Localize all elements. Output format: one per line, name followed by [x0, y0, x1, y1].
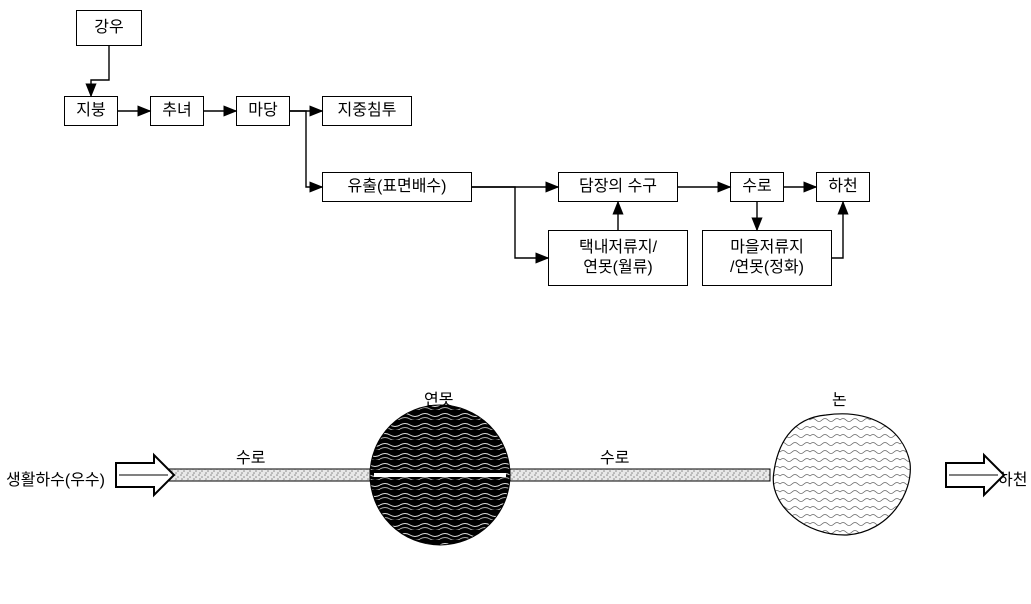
edge-runoff-inpond — [472, 187, 548, 258]
label-channel-1: 수로 — [236, 444, 265, 468]
label-pond: 연못 — [424, 386, 453, 410]
diagram-canvas: 강우 지붕 추녀 마당 지중침투 유출(표면배수) 담장의 수구 택내저류지/ … — [0, 0, 1031, 604]
svg-overlay — [0, 0, 1031, 604]
channel-segment-2 — [510, 469, 770, 481]
inflow-arrow-icon — [116, 455, 174, 495]
node-infil: 지중침투 — [322, 96, 412, 126]
label-paddy: 논 — [832, 386, 847, 410]
pond-centerline — [374, 473, 506, 477]
outflow-arrow-icon — [946, 455, 1004, 495]
edge-vpond-river — [832, 202, 843, 258]
pond-shape — [370, 405, 510, 545]
edge-yard-runoff — [290, 111, 322, 187]
node-vpond: 마을저류지 /연못(정화) — [702, 230, 832, 286]
channel-segment-1 — [154, 469, 370, 481]
node-inpond: 택내저류지/ 연못(월류) — [548, 230, 688, 286]
node-yard: 마당 — [236, 96, 290, 126]
node-runoff: 유출(표면배수) — [322, 172, 472, 202]
node-eaves: 추녀 — [150, 96, 204, 126]
label-channel-2: 수로 — [600, 444, 629, 468]
node-wallhole: 담장의 수구 — [558, 172, 678, 202]
node-roof: 지붕 — [64, 96, 118, 126]
edge-rain-roof — [91, 46, 109, 96]
node-river: 하천 — [816, 172, 870, 202]
node-rain: 강우 — [76, 10, 142, 46]
label-inflow: 생활하수(우수) — [6, 466, 105, 490]
label-outflow: 하천 — [998, 466, 1027, 490]
node-channel: 수로 — [730, 172, 784, 202]
paddy-shape — [773, 414, 910, 535]
